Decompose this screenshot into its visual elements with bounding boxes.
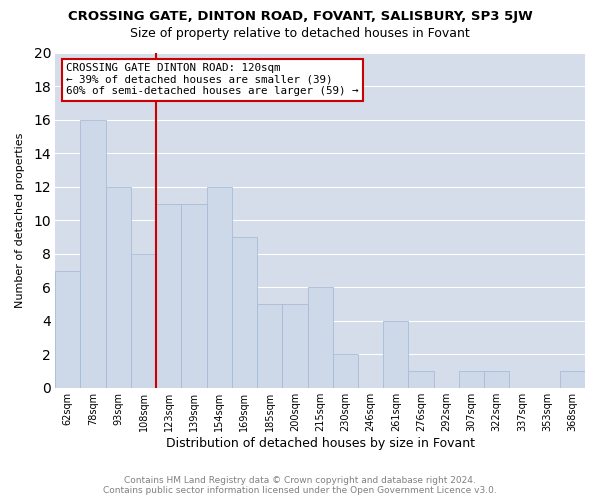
Text: Contains HM Land Registry data © Crown copyright and database right 2024.
Contai: Contains HM Land Registry data © Crown c…	[103, 476, 497, 495]
Bar	[181, 204, 206, 388]
Bar	[232, 237, 257, 388]
X-axis label: Distribution of detached houses by size in Fovant: Distribution of detached houses by size …	[166, 437, 475, 450]
Bar	[282, 304, 308, 388]
Y-axis label: Number of detached properties: Number of detached properties	[15, 133, 25, 308]
Bar	[131, 254, 156, 388]
Bar	[156, 204, 181, 388]
Bar	[55, 270, 80, 388]
Text: CROSSING GATE, DINTON ROAD, FOVANT, SALISBURY, SP3 5JW: CROSSING GATE, DINTON ROAD, FOVANT, SALI…	[68, 10, 532, 23]
Bar	[206, 187, 232, 388]
Text: Size of property relative to detached houses in Fovant: Size of property relative to detached ho…	[130, 28, 470, 40]
Bar	[484, 371, 509, 388]
Bar	[560, 371, 585, 388]
Bar	[257, 304, 282, 388]
Bar	[80, 120, 106, 388]
Bar	[409, 371, 434, 388]
Bar	[459, 371, 484, 388]
Bar	[383, 321, 409, 388]
Text: CROSSING GATE DINTON ROAD: 120sqm
← 39% of detached houses are smaller (39)
60% : CROSSING GATE DINTON ROAD: 120sqm ← 39% …	[66, 63, 358, 96]
Bar	[308, 288, 333, 388]
Bar	[106, 187, 131, 388]
Bar	[333, 354, 358, 388]
